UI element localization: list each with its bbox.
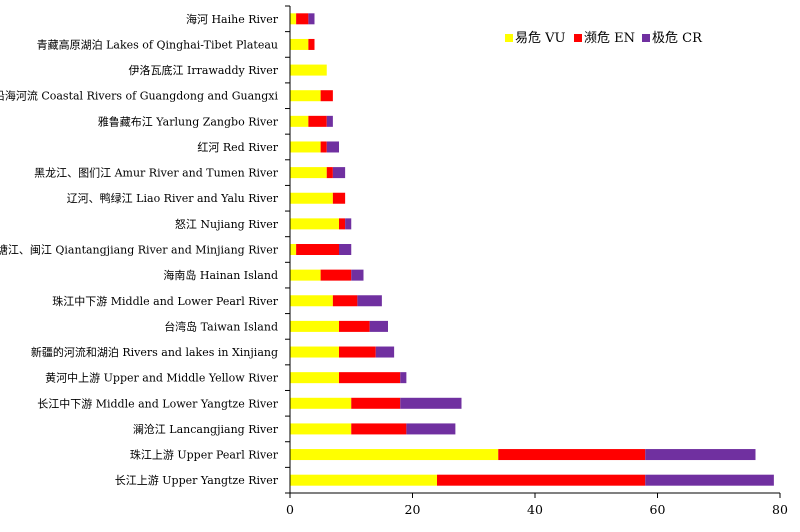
category-label: 新疆的河流和湖泊 Rivers and lakes in Xinjiang bbox=[31, 345, 278, 359]
category-label: 长江中下游 Middle and Lower Yangtze River bbox=[37, 397, 279, 410]
x-tick-label: 20 bbox=[405, 502, 421, 517]
category-label: 红河 Red River bbox=[197, 141, 278, 154]
bar-segment-1 bbox=[290, 115, 309, 127]
legend-swatch bbox=[505, 34, 513, 42]
x-tick-label: 40 bbox=[527, 502, 543, 517]
category-label: 两广沿海河流 Coastal Rivers of Guangdong and G… bbox=[0, 89, 278, 103]
legend-swatch bbox=[574, 34, 582, 42]
bar-segment-2 bbox=[339, 218, 346, 230]
bar-segment-1 bbox=[290, 90, 321, 102]
category-label: 珠江中下游 Middle and Lower Pearl River bbox=[52, 294, 278, 308]
bar-segment-1 bbox=[290, 295, 333, 307]
bar-segment-1 bbox=[290, 218, 339, 230]
x-tick-label: 0 bbox=[286, 502, 294, 517]
bar-segment-2 bbox=[320, 90, 333, 102]
bar-segment-1 bbox=[290, 372, 339, 384]
x-tick-label: 60 bbox=[650, 502, 666, 517]
bar-segment-3 bbox=[345, 218, 352, 230]
bar-segment-2 bbox=[437, 474, 646, 486]
bar-segment-1 bbox=[290, 64, 327, 76]
bar-segment-2 bbox=[339, 320, 370, 332]
bar-segment-2 bbox=[308, 115, 327, 127]
category-label: 黄河中上游 Upper and Middle Yellow River bbox=[45, 371, 279, 385]
bar-segment-2 bbox=[498, 449, 646, 461]
bar-segment-1 bbox=[290, 141, 321, 153]
bar-segment-3 bbox=[400, 372, 407, 384]
category-label: 伊洛瓦底江 Irrawaddy River bbox=[129, 63, 279, 77]
category-label: 澜沧江 Lancangjiang River bbox=[133, 422, 279, 436]
bar-segment-3 bbox=[332, 167, 346, 179]
bar-segment-2 bbox=[339, 346, 376, 358]
legend-label: 易危 VU bbox=[515, 31, 566, 46]
bar-segment-1 bbox=[290, 13, 297, 25]
bar-segment-2 bbox=[320, 141, 327, 153]
bar-segment-1 bbox=[290, 192, 333, 204]
bar-segment-2 bbox=[339, 372, 401, 384]
bar-segment-3 bbox=[357, 295, 382, 307]
bar-segment-1 bbox=[290, 269, 321, 281]
bar-segment-1 bbox=[290, 474, 437, 486]
category-label: 黑龙江、图们江 Amur River and Tumen River bbox=[34, 166, 279, 180]
category-label: 珠江上游 Upper Pearl River bbox=[130, 448, 279, 462]
bar-segment-1 bbox=[290, 346, 339, 358]
bar-segment-1 bbox=[290, 397, 352, 409]
bar-segment-3 bbox=[406, 423, 456, 435]
bar-segment-1 bbox=[290, 244, 297, 255]
category-label: 辽河、鸭绿江 Liao River and Yalu River bbox=[67, 191, 279, 205]
bar-segment-3 bbox=[339, 244, 352, 255]
bar-segment-3 bbox=[308, 13, 315, 25]
bar-segment-2 bbox=[296, 13, 309, 25]
bar-segment-3 bbox=[375, 346, 395, 358]
bar-segment-3 bbox=[645, 449, 756, 461]
bar-segment-3 bbox=[351, 269, 364, 281]
bar-segment-3 bbox=[645, 474, 774, 486]
category-label: 台湾岛 Taiwan Island bbox=[164, 319, 278, 333]
bar-segment-2 bbox=[351, 397, 401, 409]
category-label: 雅鲁藏布江 Yarlung Zangbo River bbox=[98, 114, 279, 128]
bar-segment-2 bbox=[326, 167, 333, 179]
bar-segment-3 bbox=[369, 320, 388, 332]
bar-segment-1 bbox=[290, 38, 309, 50]
bar-segment-1 bbox=[290, 449, 499, 461]
bar-segment-3 bbox=[400, 397, 462, 409]
bar-segment-1 bbox=[290, 423, 352, 435]
category-label: 长江上游 Upper Yangtze River bbox=[115, 474, 279, 487]
bar-segment-2 bbox=[332, 192, 346, 204]
category-label: 青藏高原湖泊 Lakes of Qinghai-Tibet Plateau bbox=[37, 37, 278, 51]
bar-segment-2 bbox=[296, 244, 339, 255]
category-label: 钱塘江、闽江 Qiantangjiang River and Minjiang … bbox=[0, 243, 279, 257]
x-tick-label: 80 bbox=[772, 502, 788, 517]
legend-label: 濒危 EN bbox=[584, 31, 635, 46]
bar-segment-1 bbox=[290, 320, 339, 332]
bar-segment-2 bbox=[351, 423, 407, 435]
bar-segment-1 bbox=[290, 167, 327, 179]
category-label: 海河 Haihe River bbox=[186, 12, 279, 26]
bar-segment-2 bbox=[332, 295, 358, 307]
legend-swatch bbox=[642, 34, 650, 42]
bar-segment-2 bbox=[320, 269, 352, 281]
legend-label: 极危 CR bbox=[652, 31, 703, 46]
category-label: 海南岛 Hainan Island bbox=[163, 268, 278, 282]
category-label: 怒江 Nujiang River bbox=[175, 217, 279, 231]
bar-segment-3 bbox=[326, 115, 333, 127]
bar-segment-2 bbox=[308, 38, 315, 50]
bar-segment-3 bbox=[326, 141, 339, 153]
